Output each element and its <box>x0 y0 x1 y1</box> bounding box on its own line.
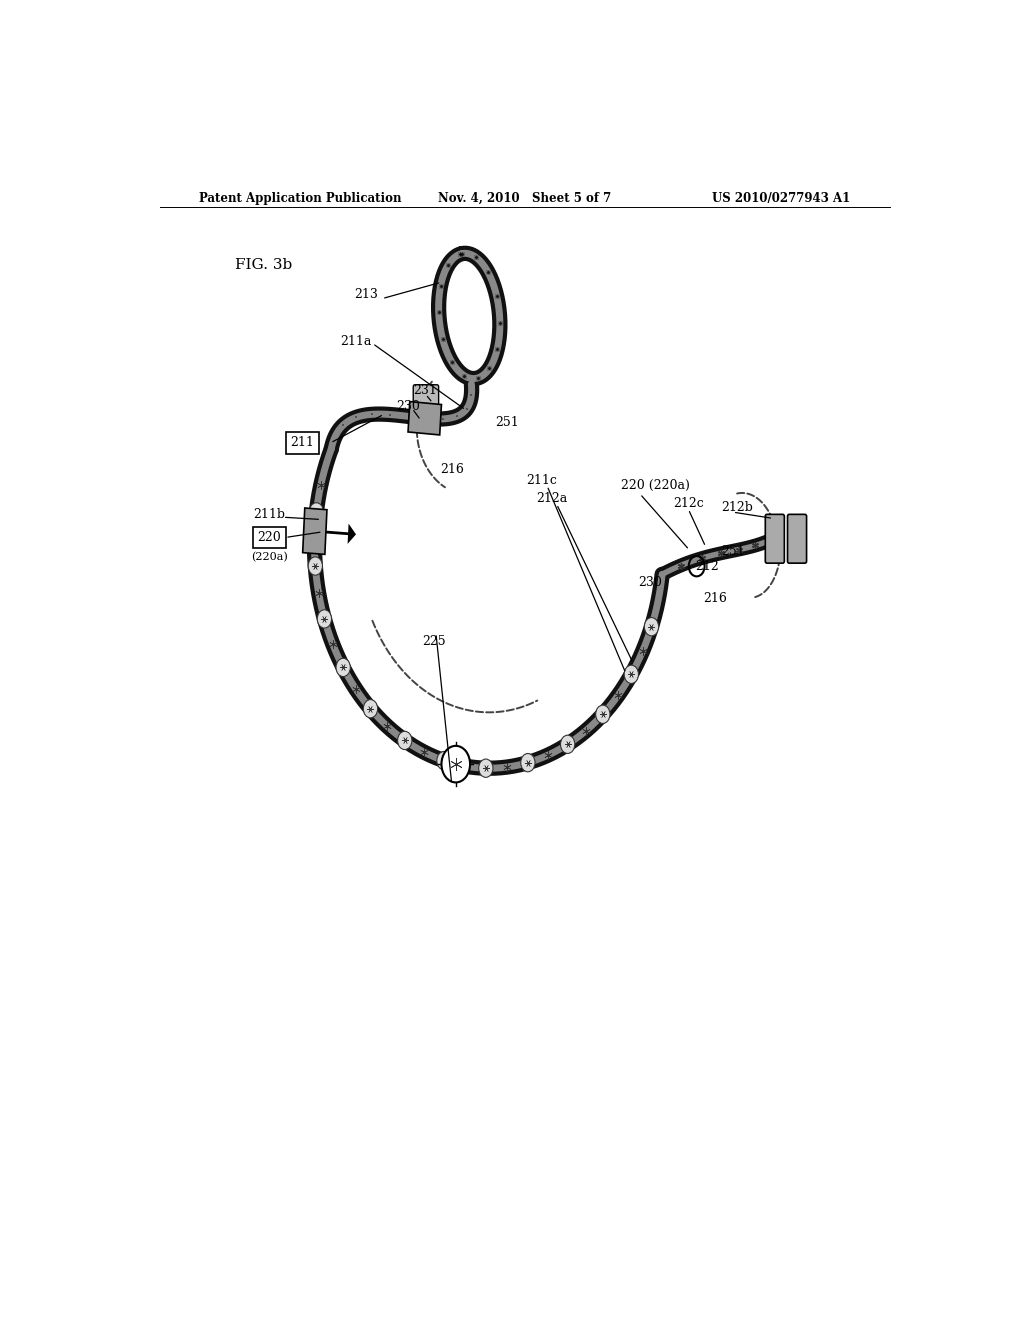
Text: 212c: 212c <box>673 498 703 511</box>
Text: 231: 231 <box>413 384 437 396</box>
Text: 220: 220 <box>257 531 282 544</box>
Circle shape <box>309 503 324 521</box>
Text: 225: 225 <box>422 635 445 648</box>
Circle shape <box>478 759 493 777</box>
Text: 220 (220a): 220 (220a) <box>622 479 690 492</box>
Text: 211c: 211c <box>526 474 557 487</box>
FancyBboxPatch shape <box>787 515 807 564</box>
Circle shape <box>317 610 332 628</box>
Circle shape <box>596 705 610 723</box>
Polygon shape <box>303 508 327 554</box>
Text: 216: 216 <box>703 591 727 605</box>
Text: US 2010/0277943 A1: US 2010/0277943 A1 <box>712 191 850 205</box>
Circle shape <box>397 731 412 750</box>
Text: 230: 230 <box>396 400 420 413</box>
Text: FIG. 3b: FIG. 3b <box>236 259 293 272</box>
Polygon shape <box>347 524 356 544</box>
Text: 211: 211 <box>291 437 314 450</box>
Text: 216: 216 <box>440 463 464 477</box>
Circle shape <box>364 700 378 718</box>
Circle shape <box>560 735 574 754</box>
Circle shape <box>437 751 452 770</box>
Text: (220a): (220a) <box>251 552 288 562</box>
Circle shape <box>441 746 470 783</box>
FancyBboxPatch shape <box>414 384 438 421</box>
Text: Patent Application Publication: Patent Application Publication <box>200 191 402 205</box>
Text: 213: 213 <box>354 288 378 301</box>
Text: 212b: 212b <box>722 500 754 513</box>
Circle shape <box>521 754 535 772</box>
Text: 211b: 211b <box>253 508 286 520</box>
Text: 230: 230 <box>638 576 663 589</box>
Text: 251: 251 <box>496 416 519 429</box>
FancyBboxPatch shape <box>765 515 784 564</box>
Text: 211a: 211a <box>340 335 372 348</box>
Circle shape <box>308 557 323 576</box>
Circle shape <box>336 659 350 677</box>
Text: 251: 251 <box>721 545 744 558</box>
Text: 212: 212 <box>695 561 719 573</box>
Text: 212a: 212a <box>537 492 567 506</box>
Circle shape <box>625 665 639 684</box>
Circle shape <box>644 618 658 636</box>
Text: Nov. 4, 2010   Sheet 5 of 7: Nov. 4, 2010 Sheet 5 of 7 <box>438 191 611 205</box>
Polygon shape <box>408 401 441 434</box>
